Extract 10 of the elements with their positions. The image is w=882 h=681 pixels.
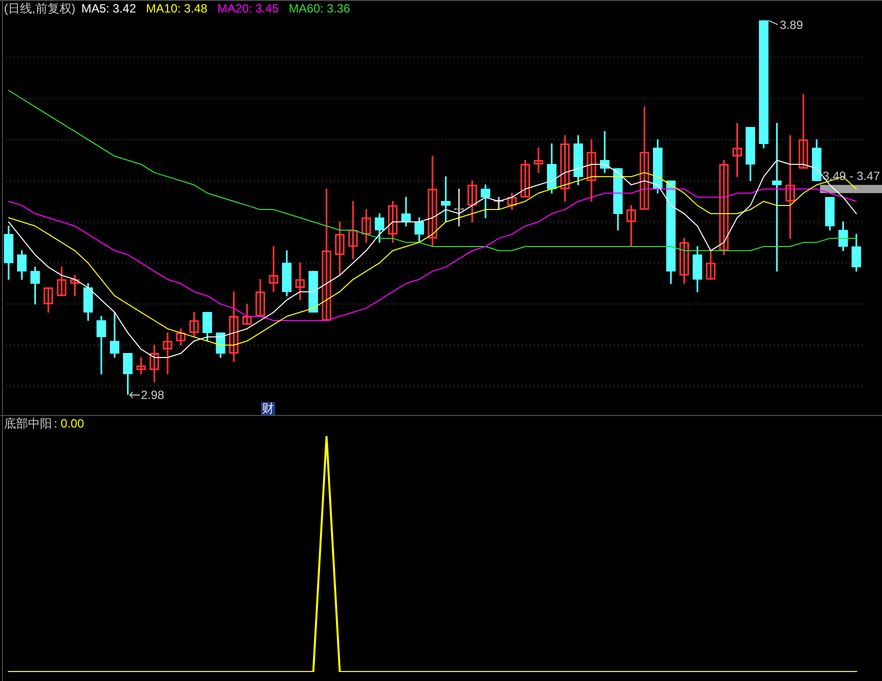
text: : 0.00 bbox=[54, 416, 84, 430]
annotation: 2.98 bbox=[140, 388, 165, 402]
text: MA10: 3.48 bbox=[146, 1, 208, 16]
text: MA60: 3.36 bbox=[288, 1, 350, 16]
chart-title: 底部中阳 bbox=[4, 416, 52, 430]
annotation: 3.89 bbox=[780, 18, 804, 32]
annotation: 财 bbox=[262, 401, 274, 416]
text: MA20: 3.45 bbox=[217, 1, 280, 16]
chart-title: (日线,前复权) bbox=[4, 1, 76, 16]
text: MA5: 3.42 bbox=[81, 1, 136, 16]
